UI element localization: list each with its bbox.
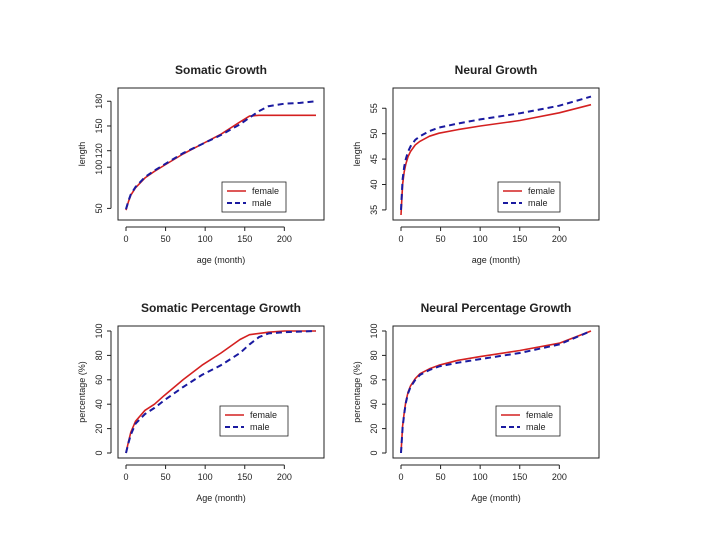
legend-label-male: male	[250, 422, 270, 432]
legend-label-female: female	[252, 186, 279, 196]
y-tick-label: 100	[369, 323, 379, 338]
panel-1: Somatic Growth 0 50 100 150 200 age (month) 50 1…	[77, 63, 325, 265]
y-tick-label: 150	[94, 118, 104, 133]
x-tick-label: 100	[473, 234, 488, 244]
y-axis-label: percentage (%)	[352, 361, 362, 423]
y-tick-label: 80	[369, 350, 379, 360]
x-tick-label: 200	[277, 472, 292, 482]
y-tick-label: 0	[369, 450, 379, 455]
plot-frame	[392, 87, 600, 221]
legend-box	[219, 405, 289, 437]
x-tick-label: 50	[436, 472, 446, 482]
y-tick-label: 50	[94, 203, 104, 213]
y-tick-label: 35	[369, 205, 379, 215]
legend: female male	[495, 405, 561, 437]
y-tick-label: 50	[369, 129, 379, 139]
plot-frame	[117, 325, 325, 459]
panel-2: Neural Growth 0 50 100 150 200 age (month) 35 40…	[352, 63, 600, 265]
x-axis-label: Age (month)	[471, 493, 521, 503]
y-axis-label: length	[352, 142, 362, 167]
legend-label-female: female	[528, 186, 555, 196]
y-tick-label: 40	[94, 399, 104, 409]
y-tick-label: 60	[369, 375, 379, 385]
x-tick-label: 50	[161, 234, 171, 244]
legend-label-male: male	[526, 422, 546, 432]
x-tick-label: 200	[277, 234, 292, 244]
x-tick-label: 0	[123, 234, 128, 244]
y-tick-label: 20	[94, 424, 104, 434]
x-tick-label: 100	[198, 234, 213, 244]
series-line-female	[125, 330, 316, 454]
x-tick-label: 0	[398, 234, 403, 244]
x-tick-label: 0	[123, 472, 128, 482]
x-tick-label: 200	[552, 472, 567, 482]
chart-title: Neural Growth	[455, 63, 538, 77]
x-tick-label: 100	[198, 472, 213, 482]
series-line-male	[125, 100, 317, 210]
y-tick-label: 120	[94, 143, 104, 158]
y-tick-label: 100	[94, 160, 104, 175]
y-tick-label: 180	[94, 94, 104, 109]
legend-label-male: male	[528, 198, 548, 208]
y-tick-label: 0	[94, 450, 104, 455]
x-tick-label: 150	[512, 234, 527, 244]
legend: female male	[497, 181, 561, 213]
x-tick-label: 100	[473, 472, 488, 482]
y-tick-label: 40	[369, 399, 379, 409]
y-tick-label: 45	[369, 154, 379, 164]
y-tick-label: 60	[94, 375, 104, 385]
y-tick-label: 80	[94, 350, 104, 360]
legend-label-male: male	[252, 198, 272, 208]
legend-label-female: female	[526, 410, 553, 420]
y-tick-label: 55	[369, 103, 379, 113]
x-tick-label: 150	[237, 234, 252, 244]
plot-frame	[392, 325, 600, 459]
series-line-male	[400, 330, 592, 454]
legend-box	[497, 181, 561, 213]
x-tick-label: 200	[552, 234, 567, 244]
x-axis-label: age (month)	[472, 255, 521, 265]
legend-box	[495, 405, 561, 437]
y-tick-label: 20	[369, 424, 379, 434]
plot-frame	[117, 87, 325, 221]
series-line-male	[125, 330, 317, 454]
chart-title: Somatic Growth	[175, 63, 267, 77]
x-tick-label: 50	[436, 234, 446, 244]
chart-title: Neural Percentage Growth	[421, 301, 572, 315]
x-tick-label: 150	[237, 472, 252, 482]
chart-title: Somatic Percentage Growth	[141, 301, 301, 315]
series-line-female	[125, 114, 316, 211]
legend: female male	[221, 181, 287, 213]
y-tick-label: 100	[94, 323, 104, 338]
legend: female male	[219, 405, 289, 437]
x-tick-label: 0	[398, 472, 403, 482]
legend-label-female: female	[250, 410, 277, 420]
x-axis-label: age (month)	[197, 255, 246, 265]
x-tick-label: 150	[512, 472, 527, 482]
x-tick-label: 50	[161, 472, 171, 482]
series-line-female	[400, 103, 592, 216]
y-tick-label: 40	[369, 179, 379, 189]
y-axis-label: percentage (%)	[77, 361, 87, 423]
x-axis-label: Age (month)	[196, 493, 246, 503]
series-line-male	[400, 95, 592, 210]
y-axis-label: length	[77, 142, 87, 167]
legend-box	[221, 181, 287, 213]
